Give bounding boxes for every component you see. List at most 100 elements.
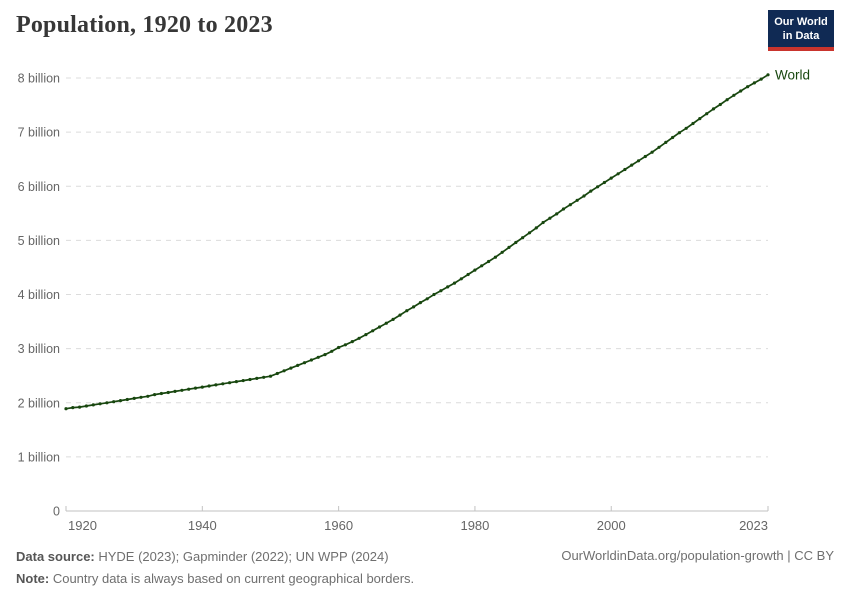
- data-point: [64, 407, 68, 411]
- data-point: [487, 259, 491, 264]
- y-axis-label: 8 billion: [18, 72, 60, 86]
- data-point: [180, 388, 184, 392]
- data-point: [725, 98, 729, 102]
- data-point: [241, 379, 245, 383]
- data-point: [337, 345, 341, 350]
- data-source-line: Data source: HYDE (2023); Gapminder (202…: [16, 548, 414, 565]
- data-point: [766, 73, 770, 77]
- data-point: [302, 361, 307, 365]
- data-point: [521, 236, 525, 240]
- data-point: [384, 321, 388, 325]
- data-point: [555, 212, 559, 216]
- owid-logo-accent-bar: [768, 47, 834, 51]
- data-point: [439, 289, 443, 293]
- note-line: Note: Country data is always based on cu…: [16, 570, 414, 587]
- y-axis-label: 7 billion: [18, 126, 60, 140]
- data-point: [698, 117, 702, 121]
- data-point: [316, 355, 320, 359]
- data-point: [643, 154, 647, 159]
- data-point: [500, 250, 504, 254]
- x-axis-label: 2000: [597, 518, 626, 533]
- data-point: [752, 81, 757, 85]
- data-point: [391, 317, 395, 321]
- data-point: [452, 281, 457, 285]
- data-point: [91, 403, 95, 407]
- data-point: [309, 358, 313, 362]
- data-point: [234, 380, 238, 384]
- page-title: Population, 1920 to 2023: [16, 12, 273, 38]
- data-point: [602, 180, 607, 185]
- data-point: [705, 112, 709, 116]
- y-axis-label: 2 billion: [18, 396, 60, 410]
- data-point: [691, 121, 695, 126]
- data-point: [296, 363, 300, 367]
- data-point: [112, 400, 116, 404]
- data-point: [650, 150, 654, 154]
- data-point: [616, 172, 620, 176]
- data-point: [377, 325, 382, 329]
- note-label: Note:: [16, 571, 50, 586]
- footer-source-note: Data source: HYDE (2023); Gapminder (202…: [16, 548, 414, 592]
- y-axis-label: 6 billion: [18, 180, 60, 194]
- data-point: [541, 220, 545, 225]
- data-point: [132, 396, 136, 400]
- owid-logo[interactable]: Our World in Data: [768, 10, 834, 51]
- data-point: [357, 336, 361, 340]
- x-axis-label: 2023: [739, 518, 768, 533]
- x-axis-label: 1920: [68, 518, 97, 533]
- data-point: [268, 374, 273, 378]
- data-point: [228, 381, 232, 385]
- data-point: [514, 240, 518, 245]
- data-point: [193, 386, 198, 390]
- data-point: [466, 272, 470, 277]
- data-point: [343, 343, 347, 347]
- data-point: [166, 390, 170, 395]
- data-point: [371, 329, 375, 333]
- data-point: [364, 333, 368, 337]
- data-point: [187, 387, 191, 391]
- series-label-world[interactable]: World: [775, 67, 810, 82]
- data-point: [677, 131, 682, 135]
- data-point: [323, 353, 327, 357]
- x-axis-label: 1960: [324, 518, 353, 533]
- data-point: [173, 389, 177, 393]
- data-point: [350, 340, 354, 344]
- data-point: [98, 402, 102, 406]
- data-point: [711, 107, 716, 111]
- y-axis-label: 5 billion: [18, 234, 60, 248]
- data-point: [139, 395, 143, 399]
- data-point: [398, 313, 402, 317]
- owid-logo-line1: Our World: [774, 16, 828, 28]
- data-point: [596, 185, 600, 189]
- x-axis-label: 1940: [188, 518, 217, 533]
- footer-link[interactable]: OurWorldinData.org/population-growth | C…: [561, 548, 834, 563]
- data-point: [432, 292, 436, 297]
- data-point: [732, 93, 736, 97]
- data-point: [589, 189, 593, 193]
- data-point: [759, 77, 763, 81]
- data-point: [664, 140, 668, 144]
- data-point: [575, 198, 579, 202]
- data-point: [636, 159, 641, 163]
- data-point: [248, 377, 252, 382]
- data-point: [568, 203, 572, 207]
- data-point: [153, 393, 157, 397]
- data-point: [718, 102, 722, 107]
- data-point: [125, 397, 129, 402]
- data-point: [480, 264, 484, 268]
- data-point: [200, 385, 204, 389]
- data-point: [609, 176, 613, 180]
- world-population-line: [65, 74, 769, 410]
- data-point: [623, 167, 627, 172]
- data-point: [507, 245, 511, 249]
- owid-logo-line2: in Data: [782, 30, 820, 42]
- data-point: [207, 384, 211, 388]
- data-point: [561, 207, 566, 211]
- data-point: [118, 399, 123, 403]
- data-point: [473, 268, 477, 272]
- data-point: [105, 401, 109, 405]
- data-point: [262, 375, 266, 379]
- y-axis-label: 3 billion: [18, 342, 60, 356]
- note-text: Country data is always based on current …: [49, 571, 415, 586]
